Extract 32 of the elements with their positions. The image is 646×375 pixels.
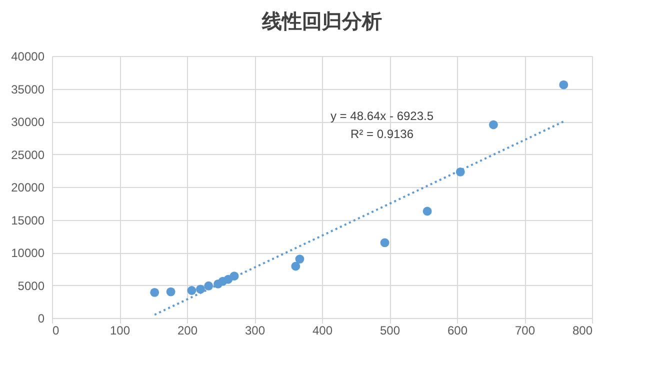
x-tick-label: 200 [177,324,198,338]
y-tick-label: 5000 [18,278,45,293]
x-tick-label: 700 [514,324,536,338]
y-tick-label: 25000 [11,148,45,162]
point [422,206,432,216]
point [196,284,205,294]
chart-title: 线性回归分析 [261,11,382,33]
y-tick-label: 15000 [11,213,45,228]
x-tick-label: 600 [447,324,468,338]
annotation: y = 48.64x - 6923.5 [330,109,434,123]
point [559,80,568,90]
x-tick-label: 500 [380,324,400,338]
annotation: R² = 0.9136 [350,127,414,141]
y-tick-label: 30000 [11,115,45,129]
x-tick-label: 800 [572,324,593,338]
point [187,286,196,295]
point [295,254,304,264]
y-tick-label: 10000 [11,246,45,260]
point [488,120,498,130]
point [166,287,176,296]
y-tick-label: 20000 [11,180,45,194]
point [380,238,390,248]
point [204,281,214,290]
x-tick-label: 100 [110,324,130,338]
point [291,262,300,271]
y-tick-label: 40000 [11,50,45,64]
point [150,288,160,297]
x-tick-label: 0 [52,324,60,338]
y-tick-label: 35000 [11,82,45,96]
y-tick-label: 0 [38,312,45,326]
x-tick-label: 400 [312,324,333,338]
x-tick-label: 300 [244,324,266,338]
